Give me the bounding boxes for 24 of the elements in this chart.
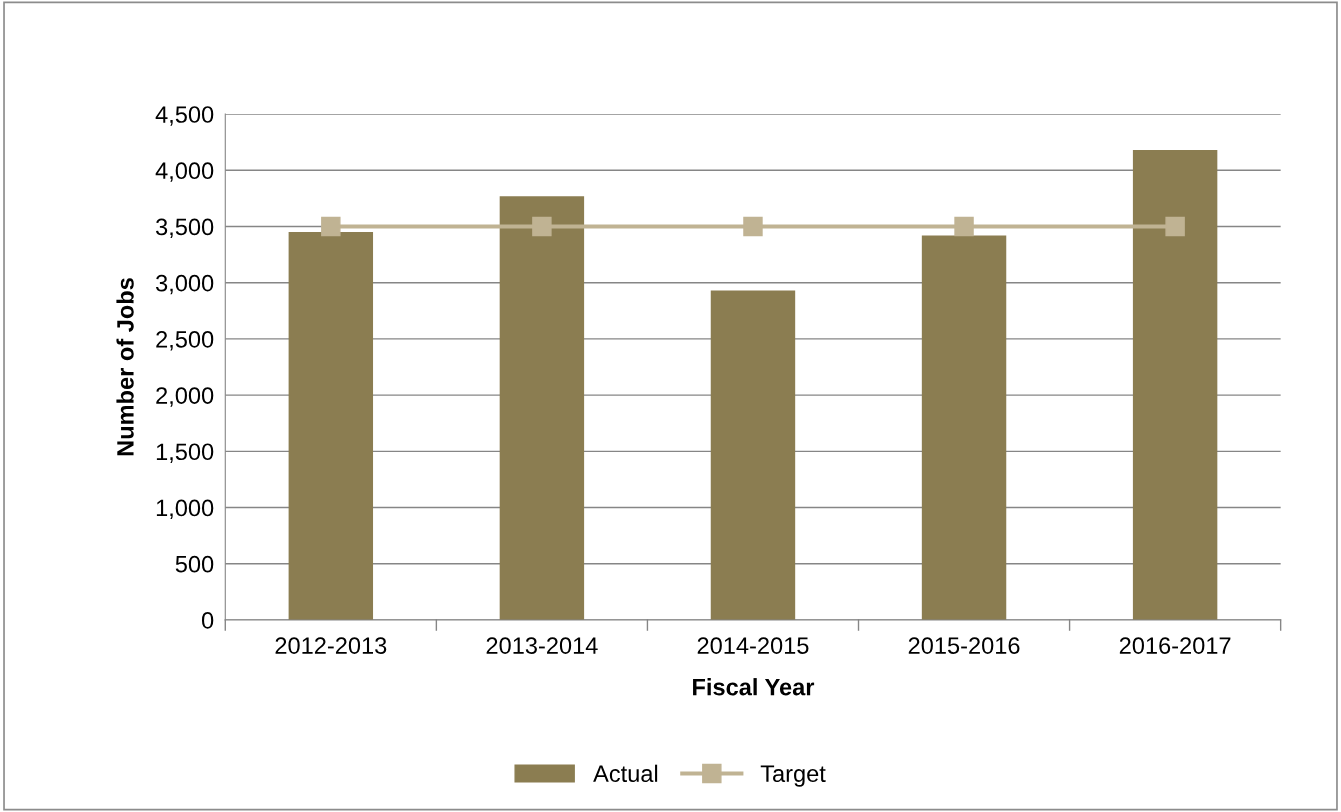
y-tick-label: 3,000 <box>156 274 214 295</box>
y-tick-label: 4,000 <box>155 162 214 182</box>
y-tick-label: 500 <box>175 555 214 573</box>
y-tick-label: 2,000 <box>156 387 214 407</box>
bar <box>1132 150 1218 620</box>
y-tick-label: 4,500 <box>155 106 214 126</box>
bar <box>499 196 585 620</box>
bar <box>710 290 796 620</box>
x-tick-label: 2013-2014 <box>486 637 598 654</box>
x-axis-title: Fiscal Year <box>693 678 815 696</box>
legend-label: Actual <box>593 764 658 783</box>
legend-label: Target <box>760 765 826 787</box>
y-tick-label: 1,500 <box>156 443 214 463</box>
y-tick-label: 2,500 <box>156 330 214 351</box>
bar <box>921 235 1007 620</box>
x-tick-label: 2014-2015 <box>697 637 809 654</box>
y-tick-label: 3,500 <box>156 218 214 239</box>
y-axis-title: Number of Jobs <box>116 278 134 456</box>
x-tick-label: 2012-2013 <box>275 637 387 654</box>
x-tick-label: 2016-2017 <box>1119 637 1231 654</box>
y-tick-label: 1,000 <box>156 499 214 520</box>
x-tick-label: 2015-2016 <box>908 637 1020 654</box>
y-tick-label: 0 <box>201 612 214 629</box>
bar <box>288 232 374 620</box>
